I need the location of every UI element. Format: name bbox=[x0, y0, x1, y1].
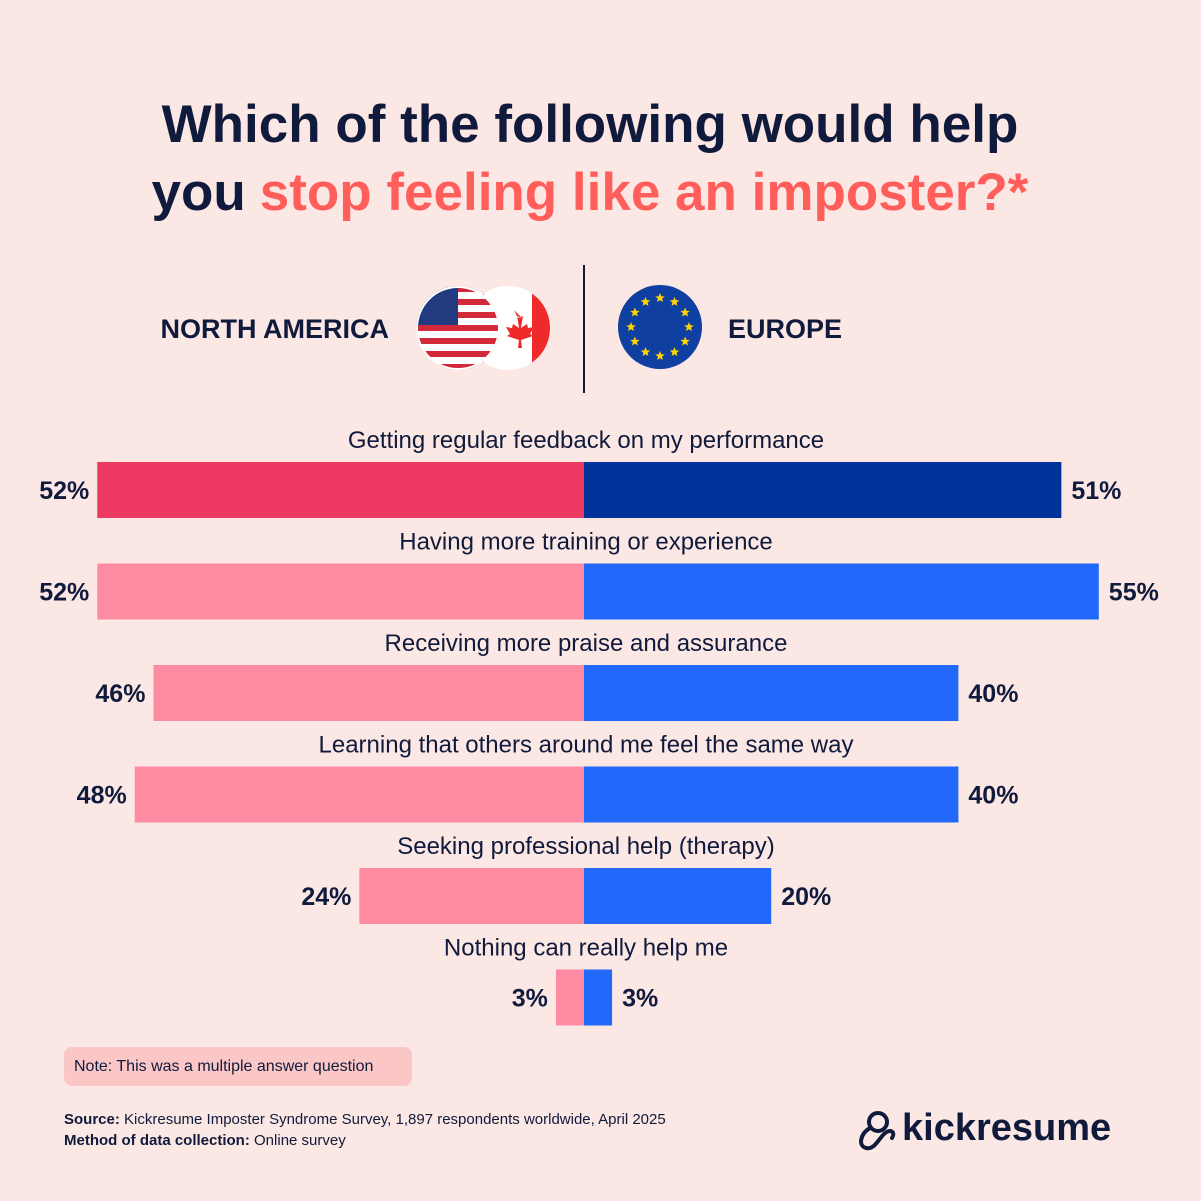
bar bbox=[584, 563, 1099, 620]
value-label: 40% bbox=[968, 680, 1018, 708]
value-label: 52% bbox=[39, 579, 89, 607]
legend-label: NORTH AMERICA bbox=[161, 314, 390, 344]
value-label: 40% bbox=[968, 782, 1018, 810]
category-label: Seeking professional help (therapy) bbox=[397, 833, 775, 860]
category-label: Nothing can really help me bbox=[444, 935, 728, 962]
title-line: you stop feeling like an imposter?* bbox=[152, 163, 1029, 222]
note: Note: This was a multiple answer questio… bbox=[74, 1058, 373, 1075]
value-label: 20% bbox=[781, 883, 831, 911]
title-part: stop feeling like an imposter?* bbox=[260, 163, 1029, 222]
legend-label: EUROPE bbox=[728, 314, 842, 344]
title-line: Which of the following would help bbox=[162, 95, 1019, 154]
method-text: Online survey bbox=[254, 1132, 346, 1149]
category-label: Receiving more praise and assurance bbox=[385, 630, 788, 657]
note-box bbox=[64, 1047, 412, 1086]
bar bbox=[555, 969, 584, 1026]
source: Source: Kickresume Imposter Syndrome Sur… bbox=[64, 1111, 666, 1128]
star bbox=[655, 351, 665, 361]
value-label: 3% bbox=[512, 985, 548, 1013]
us-flag bbox=[416, 286, 500, 370]
eu-flag bbox=[618, 285, 702, 369]
bar bbox=[134, 766, 584, 823]
category-label: Getting regular feedback on my performan… bbox=[348, 427, 824, 454]
star bbox=[669, 296, 680, 306]
bar bbox=[584, 665, 959, 721]
source-text: Kickresume Imposter Syndrome Survey, 1,8… bbox=[124, 1111, 666, 1128]
logo-icon bbox=[859, 1111, 896, 1151]
value-label: 46% bbox=[95, 680, 145, 708]
logo: kickresume bbox=[902, 1107, 1111, 1149]
star bbox=[640, 296, 651, 306]
star bbox=[630, 336, 640, 346]
bar bbox=[359, 868, 584, 924]
bar bbox=[97, 462, 584, 518]
title-part: Which of the following would help bbox=[162, 95, 1019, 154]
star bbox=[626, 322, 636, 332]
bar bbox=[584, 462, 1062, 518]
title-part: you bbox=[152, 163, 246, 222]
category-label: Having more training or experience bbox=[399, 529, 773, 556]
value-label: 48% bbox=[77, 782, 127, 810]
value-label: 24% bbox=[301, 883, 351, 911]
star bbox=[640, 347, 651, 357]
bars: Getting regular feedback on my performan… bbox=[39, 427, 1159, 1026]
value-label: 55% bbox=[1109, 579, 1159, 607]
star bbox=[680, 336, 690, 346]
star bbox=[684, 322, 694, 332]
source-label: Source: bbox=[64, 1111, 120, 1128]
bar bbox=[584, 969, 613, 1026]
bar bbox=[584, 868, 772, 924]
method-label: Method of data collection: bbox=[64, 1132, 250, 1149]
bar bbox=[584, 766, 959, 823]
star bbox=[630, 307, 640, 317]
star bbox=[680, 307, 690, 317]
value-label: 3% bbox=[622, 985, 658, 1013]
value-label: 51% bbox=[1071, 477, 1121, 505]
star bbox=[669, 347, 680, 357]
bar bbox=[97, 563, 584, 620]
value-label: 52% bbox=[39, 477, 89, 505]
title: Which of the following would help you stop… bbox=[152, 95, 1029, 222]
bar bbox=[153, 665, 584, 721]
method: Method of data collection: Online survey bbox=[64, 1132, 346, 1149]
star bbox=[655, 293, 665, 303]
category-label: Learning that others around me feel the … bbox=[319, 732, 854, 759]
